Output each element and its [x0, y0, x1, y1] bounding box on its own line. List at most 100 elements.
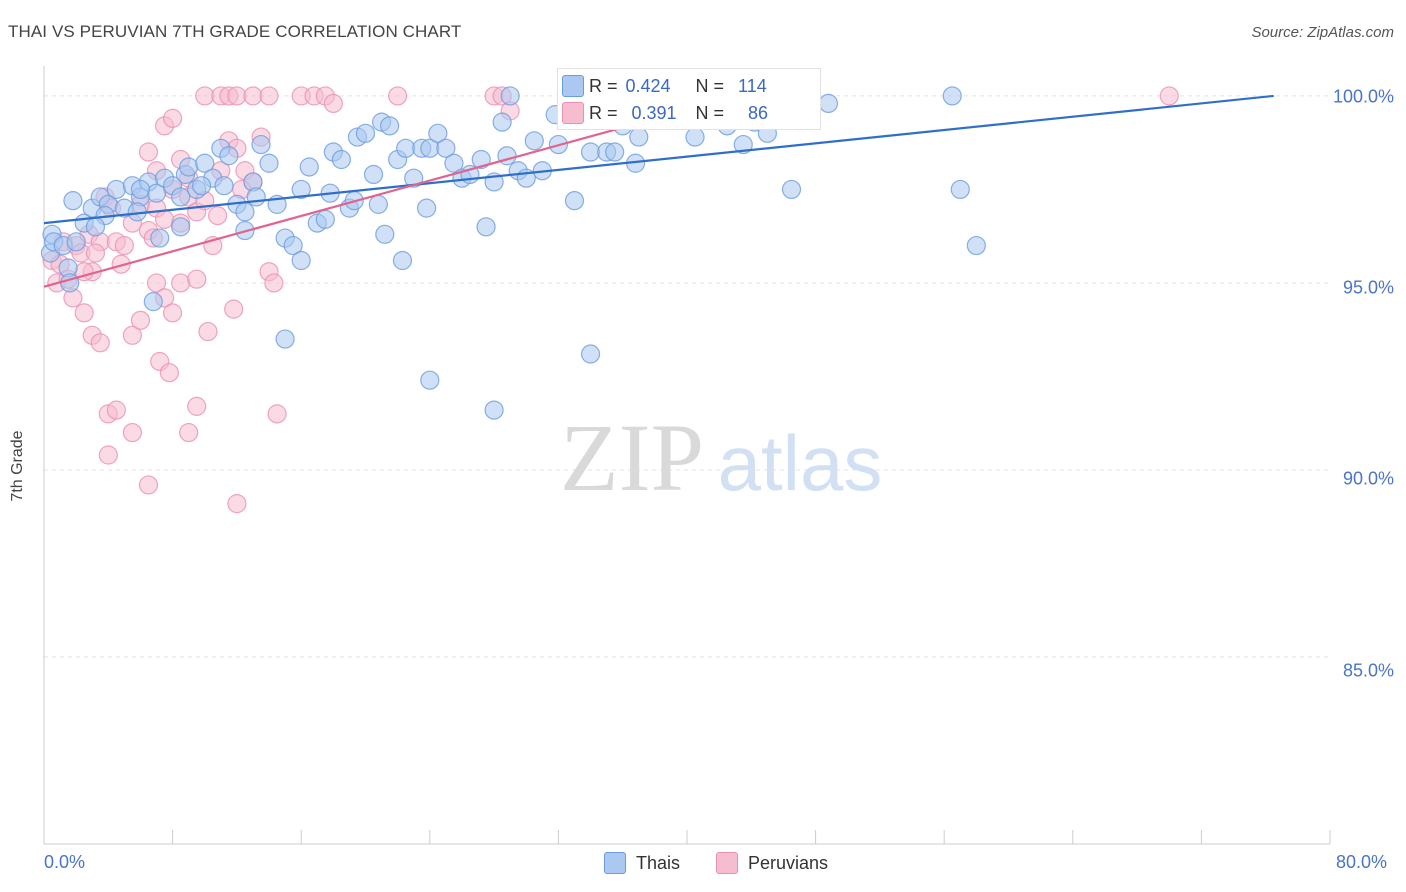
thai-point: [966, 235, 986, 256]
thais-legend-swatch-icon: [604, 852, 626, 874]
stats-row-thais: R = 0.424 N = 114: [562, 74, 767, 98]
peruvian-point: [122, 325, 143, 345]
peruvian-point: [388, 86, 408, 106]
peruvian-point: [224, 299, 244, 319]
thai-point: [492, 112, 512, 132]
stats-box: R = 0.424 N = 114 R = 0.391 N = 86: [557, 68, 821, 130]
y-tick-label: 90.0%: [1342, 468, 1394, 489]
thai-point: [580, 344, 601, 364]
peruvian-point: [74, 303, 94, 323]
peruvian-point: [171, 273, 191, 293]
thai-point: [781, 179, 802, 200]
gridlines: [44, 95, 1330, 658]
axes: [43, 66, 1331, 845]
thai-point: [396, 138, 416, 158]
thai-point: [246, 187, 266, 207]
watermark: ZIP atlas: [560, 404, 882, 511]
thai-point: [471, 149, 491, 170]
peruvian-point: [195, 86, 215, 106]
thai-point: [63, 191, 83, 211]
source-label: Source: ZipAtlas.com: [1251, 24, 1394, 41]
thai-point: [171, 187, 191, 207]
peruvian-point: [227, 494, 247, 514]
legend-item-peruvians[interactable]: Peruvians: [716, 852, 828, 874]
y-tick-label: 85.0%: [1342, 660, 1394, 681]
peruvian-point: [187, 396, 207, 416]
thai-point: [143, 292, 163, 312]
chart-title: THAI VS PERUVIAN 7TH GRADE CORRELATION C…: [8, 22, 462, 41]
thai-point: [685, 127, 705, 147]
peruvian-point: [264, 273, 284, 293]
peruvian-point: [179, 422, 199, 443]
peruvians-n-label: N =: [695, 102, 725, 123]
peruvian-point: [259, 86, 279, 106]
thai-point: [66, 232, 86, 252]
thai-point: [375, 224, 395, 244]
thai-point: [195, 153, 215, 173]
thai-point: [524, 131, 544, 151]
peruvian-point: [323, 93, 343, 114]
thais-r-value: 0.424: [625, 75, 671, 96]
thai-point: [171, 217, 191, 237]
legend-item-thais[interactable]: Thais: [604, 852, 680, 874]
peruvian-point: [111, 254, 131, 274]
x-tick-label-min: 0.0%: [44, 852, 86, 872]
thai-point: [60, 273, 80, 293]
thai-point: [259, 153, 279, 173]
peruvian-point: [154, 209, 175, 229]
thais-r-label: R =: [589, 75, 618, 96]
peruvian-point: [138, 475, 159, 495]
watermark-atlas: atlas: [718, 419, 883, 507]
thai-point: [629, 127, 649, 147]
peruvian-point: [1159, 86, 1179, 106]
x-tick-label-max: 80.0%: [1336, 852, 1388, 872]
thais-trend-line: [43, 94, 1274, 225]
legend-label-peruvians: Peruvians: [748, 852, 829, 873]
thai-point: [428, 123, 448, 143]
thai-point: [214, 176, 234, 196]
peruvian-point: [85, 243, 106, 263]
thai-point: [368, 194, 388, 214]
thai-point: [275, 329, 295, 349]
thai-point: [605, 142, 625, 162]
thai-point: [283, 235, 303, 256]
peruvian-point: [106, 400, 126, 420]
peruvians-r-value: 0.391: [631, 102, 677, 123]
peruvian-point: [159, 363, 179, 383]
peruvian-point: [130, 310, 151, 330]
thai-point: [476, 217, 496, 237]
peruvian-point: [243, 86, 263, 106]
y-tick-label: 100.0%: [1332, 86, 1394, 107]
peruvian-point: [187, 269, 207, 289]
thai-point: [315, 209, 335, 229]
legend-label-thais: Thais: [636, 852, 681, 873]
thais-n-value: 114: [738, 75, 767, 96]
y-tick-label: 95.0%: [1342, 277, 1394, 298]
thai-point: [331, 149, 351, 170]
thai-point: [291, 250, 311, 271]
thai-point: [500, 86, 520, 106]
thai-point: [291, 179, 311, 200]
thai-point: [564, 191, 585, 211]
thai-point: [380, 116, 400, 136]
thais-swatch-icon: [562, 75, 584, 97]
thai-point: [818, 93, 839, 114]
thai-point: [436, 138, 456, 158]
thai-point: [85, 217, 106, 237]
thai-point: [484, 400, 504, 420]
thai-point: [191, 176, 212, 196]
thai-point: [355, 123, 376, 143]
thai-point: [106, 179, 126, 200]
watermark-zip: ZIP: [560, 404, 704, 511]
thai-point: [251, 134, 271, 155]
series-thais: [40, 86, 986, 420]
thai-point: [733, 134, 753, 155]
peruvian-point: [90, 333, 110, 353]
thai-point: [299, 157, 319, 177]
thai-point: [580, 142, 601, 162]
peruvians-legend-swatch-icon: [716, 852, 738, 874]
peruvian-point: [198, 321, 218, 342]
thai-point: [130, 179, 151, 200]
thai-point: [219, 146, 239, 166]
